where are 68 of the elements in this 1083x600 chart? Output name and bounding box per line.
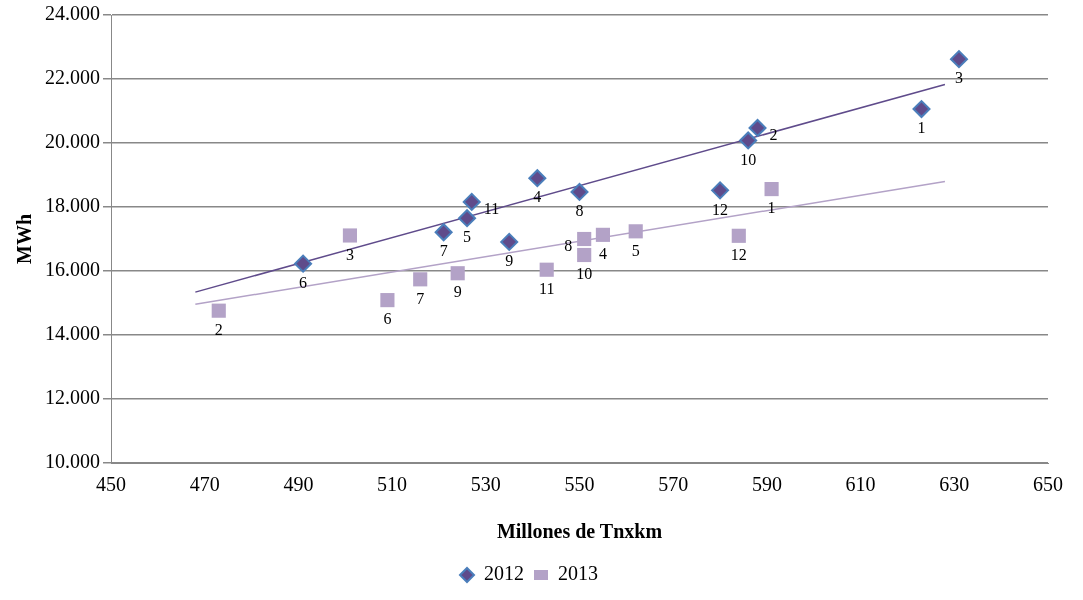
x-tick-label: 590 <box>751 473 782 496</box>
y-axis-title: MWh <box>13 214 36 264</box>
point <box>577 231 592 247</box>
x-tick-label: 570 <box>658 473 689 496</box>
point <box>711 181 730 200</box>
point <box>628 224 643 239</box>
x-tick-label: 450 <box>96 473 126 496</box>
point <box>570 182 589 201</box>
x-tick-label: 550 <box>564 473 595 496</box>
annotation: 5 <box>463 228 472 246</box>
point <box>458 209 477 228</box>
annotation: 4 <box>598 245 607 263</box>
x-tick-label: 470 <box>189 473 220 496</box>
annotation: 1 <box>917 119 926 137</box>
point <box>528 169 547 188</box>
point <box>748 118 767 137</box>
y-tick-label: 14.000 <box>45 322 100 345</box>
annotation: 12 <box>730 246 747 263</box>
x-tick-label: 530 <box>470 473 501 496</box>
annotation: 6 <box>299 273 308 291</box>
x-tick-label: 650 <box>1033 473 1063 496</box>
point <box>450 266 465 281</box>
point <box>577 247 592 263</box>
y-tick-label: 10.000 <box>45 450 100 473</box>
point <box>731 228 746 243</box>
point <box>739 131 758 150</box>
legend-label: 2012 <box>484 562 524 585</box>
annotation: 3 <box>345 245 354 263</box>
annotation: 9 <box>505 252 514 270</box>
annotation: 5 <box>631 241 640 259</box>
x-tick-label: 630 <box>939 473 970 496</box>
annotation: 10 <box>576 265 593 283</box>
annotation: 9 <box>453 283 462 301</box>
point <box>211 303 226 318</box>
y-tick-label: 18.000 <box>45 194 100 217</box>
point <box>434 223 453 242</box>
annotation: 2 <box>214 320 223 338</box>
y-tick-label: 22.000 <box>45 66 100 89</box>
annotation: 12 <box>712 200 729 218</box>
point <box>949 50 968 69</box>
point <box>294 254 313 273</box>
point <box>380 293 395 308</box>
point <box>595 227 610 242</box>
annotation: 7 <box>416 289 425 307</box>
x-axis-title: Millones de Tnxkm <box>496 520 663 543</box>
point <box>500 232 519 251</box>
annotation: 10 <box>740 150 757 168</box>
y-tick-label: 24.000 <box>45 2 100 25</box>
y-tick-label: 12.000 <box>45 386 100 409</box>
y-tick-label: 20.000 <box>45 130 100 153</box>
annotation: 11 <box>539 279 555 297</box>
annotation: 7 <box>439 242 448 260</box>
point <box>912 100 931 119</box>
point <box>539 262 554 277</box>
x-tick-label: 490 <box>283 473 314 496</box>
annotation: 8 <box>575 202 584 220</box>
annotation: 6 <box>383 310 392 328</box>
annotation: 3 <box>954 69 963 87</box>
annotation: 8 <box>564 237 573 255</box>
point <box>764 182 779 197</box>
point <box>413 272 428 287</box>
point <box>342 228 358 243</box>
y-tick-label: 16.000 <box>45 258 100 281</box>
x-tick-label: 610 <box>845 473 876 496</box>
x-tick-label: 510 <box>377 473 408 496</box>
legend-label: 2013 <box>558 562 598 585</box>
point <box>462 192 481 211</box>
annotation: 1 <box>767 199 776 217</box>
